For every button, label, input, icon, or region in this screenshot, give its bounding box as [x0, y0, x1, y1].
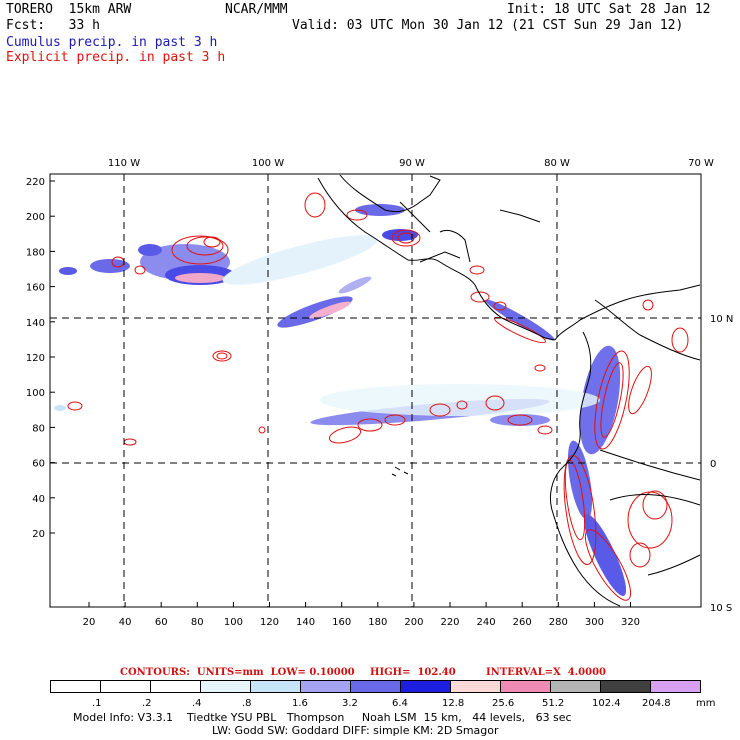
colorbar-swatch [250, 680, 301, 693]
lon-label-70w: 70 W [688, 158, 714, 169]
y-tick-label: 140 [26, 318, 45, 329]
y-tick-label: 160 [26, 283, 45, 294]
contour-high: HIGH= 102.40 [370, 667, 456, 678]
lon-label-90w: 90 W [399, 158, 425, 169]
x-axis-ticks: 20 40 60 80 100 120 140 160 180 200 220 240 260 280 30… [83, 602, 640, 628]
x-tick-label: 220 [440, 617, 459, 628]
y-tick-label: 100 [26, 388, 45, 399]
contour-interval: INTERVAL=X 4.0000 [486, 667, 606, 678]
colorbar-label: 25.6 [492, 698, 515, 709]
lon-label-80w: 80 W [544, 158, 570, 169]
top-longitude-labels: 110 W 100 W 90 W 80 W 70 W [108, 158, 714, 169]
colorbar-swatch [300, 680, 351, 693]
y-tick-label: 120 [26, 353, 45, 364]
colorbar-unit: mm [696, 698, 716, 709]
model-info: Model Info: V3.3.1 Tiedtke YSU PBL Thomp… [73, 711, 572, 724]
explicit-precip-contours [67, 192, 689, 601]
colorbar-swatch [200, 680, 251, 693]
colorbar-swatch [150, 680, 201, 693]
lat-label-0: 0 [710, 459, 716, 470]
x-tick-label: 160 [332, 617, 351, 628]
colorbar-label: 1.6 [292, 698, 308, 709]
colorbar-swatch [550, 680, 601, 693]
lat-label-10n: 10 N [710, 314, 733, 325]
x-tick-label: 40 [119, 617, 132, 628]
y-tick-label: 60 [32, 459, 45, 470]
y-axis-ticks: 220 200 180 160 140 120 100 80 60 40 20 [26, 177, 55, 540]
x-tick-label: 80 [191, 617, 204, 628]
x-tick-label: 240 [477, 617, 496, 628]
colorbar-swatch [500, 680, 551, 693]
lon-label-110w: 110 W [108, 158, 140, 169]
colorbar-label: .4 [192, 698, 202, 709]
y-tick-label: 80 [32, 423, 45, 434]
colorbar-label: 204.8 [642, 698, 671, 709]
x-tick-label: 260 [513, 617, 532, 628]
x-tick-label: 300 [585, 617, 604, 628]
valid-time: Valid: 03 UTC Mon 30 Jan 12 (21 CST Sun … [292, 18, 684, 33]
y-tick-label: 40 [32, 494, 45, 505]
colorbar-swatch [600, 680, 651, 693]
colorbar-swatch [400, 680, 451, 693]
colorbar-swatch [100, 680, 151, 693]
model-physics: LW: Godd SW: Goddard DIFF: simple KM: 2D… [212, 724, 499, 737]
x-tick-label: 280 [549, 617, 568, 628]
x-tick-label: 320 [621, 617, 640, 628]
graticule [50, 174, 701, 607]
x-tick-label: 100 [224, 617, 243, 628]
lon-label-100w: 100 W [252, 158, 284, 169]
colorbar-label: .8 [242, 698, 252, 709]
y-tick-label: 200 [26, 212, 45, 223]
colorbar-label: 12.8 [442, 698, 465, 709]
x-tick-label: 60 [155, 617, 168, 628]
forecast-hour: Fcst: 33 h [6, 18, 100, 33]
colorbar-label: .2 [142, 698, 152, 709]
y-tick-label: 20 [32, 529, 45, 540]
legend-explicit: Explicit precip. in past 3 h [6, 50, 226, 65]
y-tick-label: 220 [26, 177, 45, 188]
y-tick-label: 180 [26, 247, 45, 258]
precipitation-map: 220 200 180 160 140 120 100 80 60 40 20 20 40 60 80 10… [26, 158, 733, 628]
colorbar-label: 3.2 [342, 698, 358, 709]
x-tick-label: 140 [296, 617, 315, 628]
x-tick-label: 20 [83, 617, 96, 628]
colorbar-swatch [450, 680, 501, 693]
colorbar-label: 6.4 [392, 698, 408, 709]
right-latitude-labels: 10 N 0 10 S [710, 314, 733, 614]
x-tick-label: 200 [404, 617, 423, 628]
colorbar-label: 102.4 [592, 698, 621, 709]
x-tick-label: 120 [260, 617, 279, 628]
init-time: Init: 18 UTC Sat 28 Jan 12 [507, 2, 711, 17]
x-tick-label: 180 [368, 617, 387, 628]
colorbar-swatch [50, 680, 101, 693]
colorbar-swatch [650, 680, 701, 693]
contour-units: CONTOURS: UNITS=mm LOW= 0.10000 [120, 667, 355, 678]
model-name: TORERO 15km ARW [6, 2, 132, 17]
coastlines [317, 174, 701, 607]
colorbar-label: 51.2 [542, 698, 565, 709]
legend-cumulus: Cumulus precip. in past 3 h [6, 35, 218, 50]
colorbar-swatch [350, 680, 401, 693]
colorbar-label: .1 [92, 698, 102, 709]
org-name: NCAR/MMM [225, 2, 288, 17]
lat-label-10s: 10 S [710, 603, 732, 614]
